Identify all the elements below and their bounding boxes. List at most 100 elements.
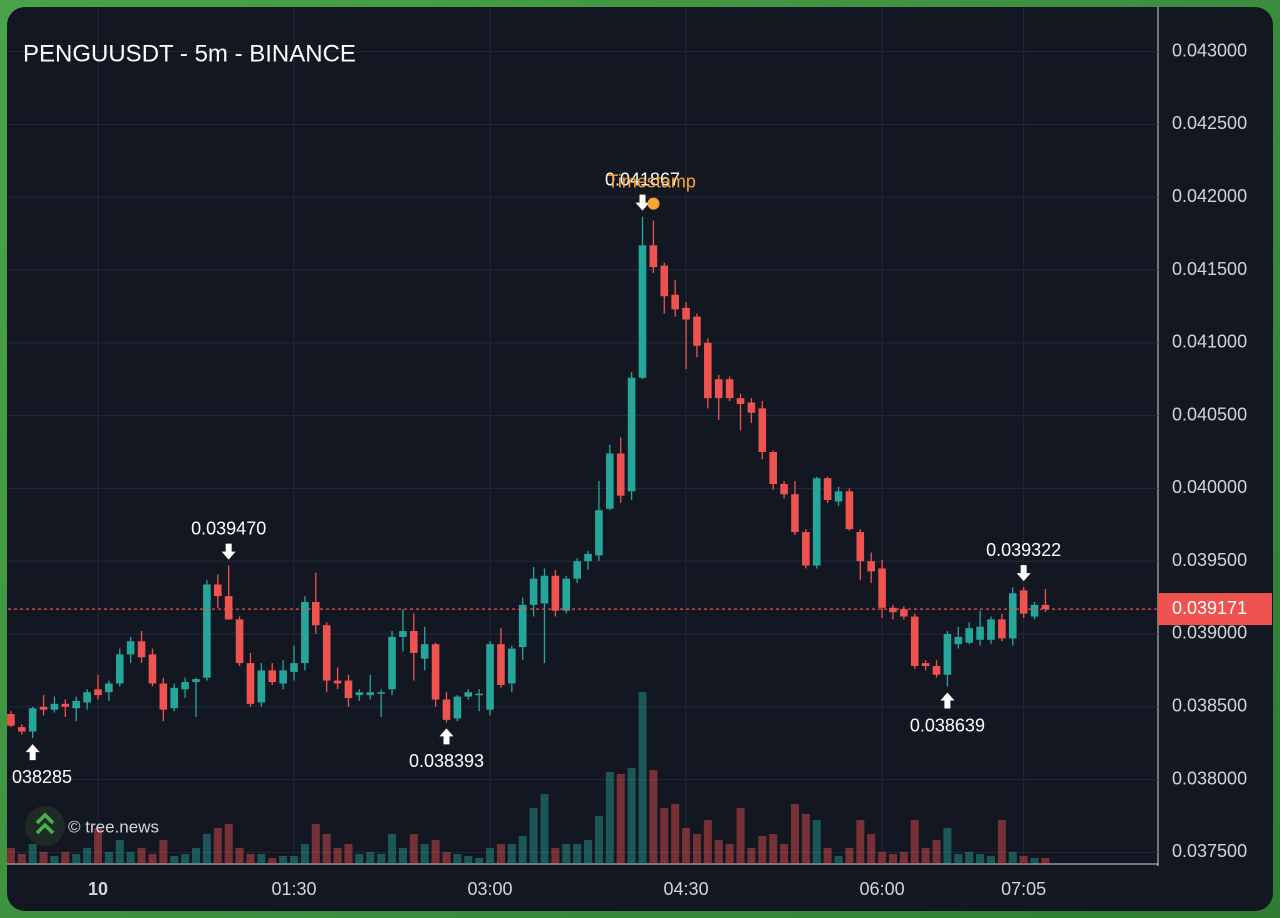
volume-bar	[747, 848, 756, 864]
annotations: 038285 0.039470 0.038393 0.041867 0.038639 0.…	[8, 169, 1272, 787]
volume-bar	[507, 844, 516, 864]
candle-body	[540, 575, 549, 604]
candle-body	[998, 619, 1006, 639]
volume-bar	[333, 848, 342, 864]
volume-bar	[671, 804, 680, 864]
x-tick-label: 06:00	[860, 879, 905, 899]
candle-body	[420, 644, 429, 659]
low-label: 0.038393	[409, 751, 484, 771]
volume-bar	[420, 844, 429, 864]
volume-bar	[39, 852, 48, 864]
candle-body	[83, 692, 91, 703]
candle-body	[115, 654, 124, 684]
volume-bar	[192, 848, 201, 864]
volume-bar	[235, 848, 244, 864]
candle-body	[279, 670, 287, 684]
volume-bar	[529, 808, 538, 864]
volume-bar	[551, 848, 560, 864]
x-tick-label: 07:05	[1001, 879, 1046, 899]
candle-body	[464, 692, 473, 697]
volume-bar	[943, 828, 952, 864]
candle-body	[943, 633, 952, 675]
low-arrow	[940, 692, 955, 709]
candle-body	[344, 680, 353, 699]
candle-body	[834, 491, 843, 502]
volume-bar	[181, 854, 190, 864]
volume-bar	[61, 852, 70, 864]
volume-bar	[486, 848, 495, 864]
volume-bar	[769, 834, 778, 864]
volume-bar	[17, 854, 26, 864]
volume-bar	[290, 856, 299, 864]
candle-body	[921, 663, 930, 667]
volume-bar	[202, 834, 211, 864]
volume-bar	[1019, 856, 1028, 864]
volume-bar	[398, 848, 407, 864]
volume-bar	[431, 840, 440, 864]
candle-body	[704, 342, 712, 399]
candle-body	[431, 644, 440, 700]
volume-bar	[616, 774, 625, 864]
candle-body	[170, 687, 179, 709]
volume-bar	[464, 856, 473, 864]
y-tick-label: 0.038000	[1172, 768, 1247, 788]
candle-body	[28, 708, 37, 732]
candle-body	[606, 453, 614, 509]
high-label: 0.041867	[605, 169, 680, 189]
low-arrow	[25, 744, 40, 761]
candle-body	[1030, 604, 1039, 617]
volume-bar	[562, 844, 571, 864]
volume-bar	[388, 834, 397, 864]
candle-body	[845, 491, 854, 530]
y-tick-label: 0.040500	[1172, 404, 1247, 424]
candle-body	[551, 575, 560, 611]
plot	[7, 216, 1050, 739]
candle-body	[900, 609, 908, 617]
volume-bar	[867, 834, 876, 864]
volume-bar	[605, 772, 614, 864]
volume-bar	[442, 852, 451, 864]
high-arrow	[221, 543, 236, 560]
volume-bar	[170, 856, 179, 864]
candle-body	[867, 561, 875, 572]
volume-bar	[638, 692, 647, 864]
candle-body	[584, 553, 592, 562]
candle-body	[333, 680, 342, 684]
watermark-text: © tree.news	[68, 817, 159, 836]
volume-bar	[496, 844, 505, 864]
volume-bar	[812, 820, 821, 864]
volume-bar	[932, 840, 941, 864]
candle-body	[856, 532, 865, 562]
candle-body	[442, 699, 451, 720]
volume-bar	[126, 852, 135, 864]
candle-body	[17, 727, 26, 732]
high-label: 0.039470	[191, 518, 266, 538]
candle-body	[235, 619, 244, 664]
volume-bar	[692, 834, 701, 864]
volume-bar	[409, 834, 418, 864]
candle-body	[725, 379, 734, 399]
y-tick-label: 0.041500	[1172, 259, 1247, 279]
y-tick-label: 0.042000	[1172, 186, 1247, 206]
candle-body	[213, 584, 222, 597]
candle-body	[377, 692, 385, 694]
volume-bar	[366, 852, 375, 864]
volume-bar	[83, 848, 92, 864]
high-arrow	[635, 194, 650, 211]
candle-body	[780, 484, 788, 495]
volume-bar	[986, 856, 995, 864]
volume-bar	[790, 804, 799, 864]
y-tick-label: 0.040000	[1172, 477, 1247, 497]
y-tick-label: 0.038500	[1172, 696, 1247, 716]
volume-bar	[257, 854, 266, 864]
candle-body	[192, 679, 200, 683]
volume-bar	[878, 852, 887, 864]
candle-body	[355, 692, 364, 696]
volume-bar	[518, 836, 527, 864]
chart-title: PENGUUSDT - 5m - BINANCE	[23, 40, 356, 67]
timestamp-label: Timestamp	[608, 171, 696, 191]
y-tick-label: 0.039000	[1172, 623, 1247, 643]
candle-body	[878, 568, 886, 608]
low-label: 0.038639	[910, 715, 985, 735]
y-tick-label: 0.043000	[1172, 40, 1247, 60]
